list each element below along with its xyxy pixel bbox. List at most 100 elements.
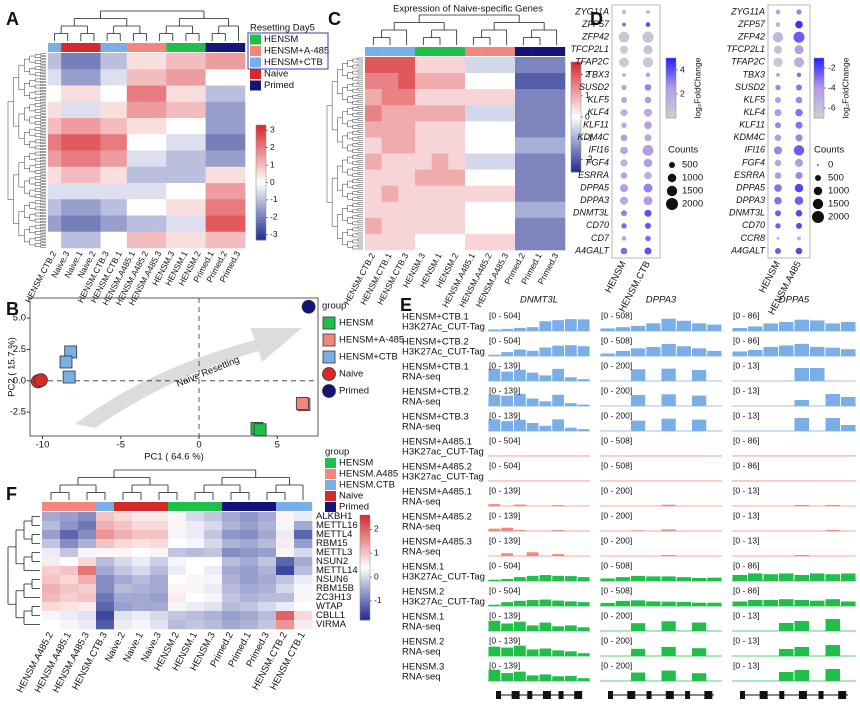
colorbar-step <box>571 169 581 173</box>
heatmap-cell <box>498 153 516 170</box>
heatmap-cell <box>113 150 128 168</box>
heatmap-cell <box>415 137 432 154</box>
size-legend-dot <box>812 198 824 210</box>
colorbar-step <box>360 583 370 587</box>
heatmap-cell <box>515 89 532 106</box>
heatmap-cell <box>398 153 416 170</box>
heatmap-cell <box>126 101 141 119</box>
heatmap-cell <box>365 137 382 154</box>
colorbar-step <box>256 127 266 132</box>
heatmap-cell <box>78 611 97 621</box>
signal-bar <box>526 675 539 681</box>
heatmap-cell <box>100 69 114 86</box>
gene-label: TFAP2C <box>731 57 765 67</box>
gene-label: CCR8 <box>740 233 765 243</box>
gene-label: KLF4 <box>743 107 765 117</box>
legend-swatch <box>325 491 336 501</box>
heatmap-cell <box>481 89 499 106</box>
legend-label: HENSM <box>264 34 298 45</box>
track-assay: RNA-seq <box>402 672 441 683</box>
signal-bar <box>501 421 513 431</box>
signal-bar <box>661 343 676 356</box>
heatmap-cell <box>150 512 169 522</box>
dot <box>795 96 803 104</box>
colorbar-step <box>666 71 676 74</box>
heatmap-cell <box>192 183 206 200</box>
heatmap-cell <box>415 121 432 138</box>
annotation-cell <box>398 47 416 56</box>
heatmap-cell <box>276 620 295 630</box>
heatmap-cell <box>132 521 151 531</box>
heatmap-cell <box>139 215 154 233</box>
heatmap-cell <box>179 118 193 135</box>
colorbar-step <box>571 122 581 126</box>
heatmap-cell <box>481 153 499 170</box>
track-range: [0 - 13] <box>733 635 759 645</box>
heatmap-cell <box>258 539 277 549</box>
row-label: WTAP <box>316 601 343 612</box>
gene-label: ZFP42 <box>581 32 609 42</box>
heatmap-cell <box>139 134 154 151</box>
colorbar-step <box>360 541 370 545</box>
colorbar-step <box>666 59 676 62</box>
colorbar-step <box>666 88 676 90</box>
heatmap-cell <box>204 557 223 567</box>
signal-bar <box>732 601 747 606</box>
heatmap-cell <box>168 566 187 576</box>
heatmap-cell <box>548 153 566 170</box>
colorbar-step <box>666 76 676 78</box>
signal-bar <box>661 504 676 506</box>
heatmap-cell <box>100 231 114 249</box>
heatmap-cell <box>515 185 532 203</box>
legend-label: Naive <box>339 369 363 380</box>
heatmap-cell <box>74 183 88 200</box>
colorbar-step <box>814 74 824 77</box>
signal-bar <box>707 602 722 606</box>
signal-bar <box>514 349 526 356</box>
colorbar-tick-label: -3 <box>270 229 278 239</box>
heatmap-cell <box>205 166 220 184</box>
heatmap-cell <box>398 137 416 154</box>
x-tick-label: 5 <box>275 440 280 451</box>
track-range: [0 - 86] <box>733 435 759 445</box>
colorbar-step <box>360 515 370 519</box>
size-legend-title: Counts <box>668 145 698 156</box>
dot <box>797 236 801 241</box>
signal-bar <box>615 327 630 331</box>
heatmap-cell <box>531 89 549 106</box>
signal-bar <box>748 599 763 606</box>
track-range: [0 - 508] <box>601 310 632 320</box>
heatmap-cell <box>42 557 61 567</box>
heatmap-cell <box>192 231 206 249</box>
dot <box>795 171 803 180</box>
dot <box>774 184 782 192</box>
signal-bar <box>692 419 707 431</box>
signal-bar <box>825 394 840 406</box>
track-range: [0 - 508] <box>601 585 632 595</box>
signal-bar <box>577 627 590 631</box>
gene-label: KLF5 <box>587 94 610 104</box>
signal-bar <box>810 368 825 381</box>
gene-label: KLF11 <box>739 120 765 130</box>
track-range: [0 - 200] <box>601 360 632 370</box>
colorbar-step <box>256 159 266 163</box>
gene-label: IFI16 <box>588 145 609 155</box>
colorbar-frame <box>665 57 677 119</box>
track-name: HENSM+A485.1 <box>402 437 472 448</box>
annotation-cell <box>78 502 97 511</box>
heatmap-cell <box>548 73 566 90</box>
signal-bar <box>794 319 809 331</box>
gene-label: IFI16 <box>744 145 765 155</box>
heatmap-cell <box>515 169 532 186</box>
signal-bar <box>600 328 615 331</box>
colorbar-step <box>666 103 676 105</box>
heatmap-cell <box>431 201 449 219</box>
heatmap-cell <box>60 512 79 522</box>
heatmap-cell <box>276 602 295 612</box>
colorbar-step <box>571 64 581 68</box>
heatmap-cell <box>205 85 220 103</box>
heatmap-cell <box>168 602 187 612</box>
heatmap-cell <box>48 199 62 216</box>
legend-marker <box>322 333 336 347</box>
heatmap-cell <box>222 611 241 621</box>
